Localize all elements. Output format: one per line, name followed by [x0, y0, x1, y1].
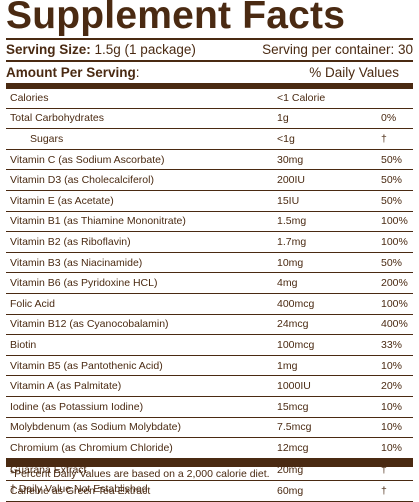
nutrient-name: Chromium (as Chromium Chloride)	[6, 437, 273, 461]
nutrient-daily-value: 10%	[377, 417, 413, 439]
nutrient-amount: 4mg	[273, 272, 377, 294]
nutrient-daily-value: 50%	[377, 190, 413, 212]
nutrient-amount: 30mg	[273, 149, 377, 171]
nutrient-amount: 7.5mcg	[273, 417, 377, 439]
amount-per-serving-label: Amount Per Serving	[6, 65, 136, 80]
nutrient-name: Vitamin B5 (as Pantothenic Acid)	[6, 355, 273, 377]
nutrient-amount: 400mcg	[273, 293, 377, 315]
nutrient-daily-value: 400%	[377, 314, 413, 336]
table-row: Vitamin B12 (as Cyanocobalamin) 24mcg 400%	[6, 314, 413, 336]
page-title: Supplement Facts	[6, 0, 346, 37]
nutrient-name: Vitamin B6 (as Pyridoxine HCL)	[6, 272, 273, 294]
serving-row: Serving Size: 1.5g (1 package) Serving p…	[6, 42, 413, 57]
amount-per-serving-row: Amount Per Serving: % Daily Values	[6, 65, 413, 80]
table-row: Vitamin D3 (as Cholecalciferol) 200IU 50%	[6, 169, 413, 191]
serving-size-value: 1.5g (1 package)	[90, 42, 196, 57]
nutrient-daily-value: 50%	[377, 169, 413, 191]
nutrient-amount: 1000IU	[273, 375, 377, 397]
table-row: Sugars <1g †	[6, 128, 413, 150]
table-row: Vitamin E (as Acetate) 15IU 50%	[6, 190, 413, 212]
nutrient-daily-value: 20%	[377, 375, 413, 397]
amount-per-serving-colon: :	[135, 65, 140, 80]
table-row: Vitamin B5 (as Pantothenic Acid) 1mg 10%	[6, 355, 413, 377]
table-row: Vitamin B2 (as Riboflavin) 1.7mg 100%	[6, 231, 413, 253]
nutrient-daily-value	[377, 88, 413, 109]
table-row: Vitamin B3 (as Niacinamide) 10mg 50%	[6, 252, 413, 274]
footnote-not-established: † Daily Value Not Established	[10, 483, 148, 495]
nutrient-name: Molybdenum (as Sodium Molybdate)	[6, 417, 273, 439]
nutrient-amount: 10mg	[273, 252, 377, 274]
nutrient-daily-value: 10%	[377, 355, 413, 377]
nutrient-daily-value: 10%	[377, 437, 413, 461]
table-row: Calories <1 Calorie	[6, 88, 413, 109]
serving-size-label: Serving Size:	[6, 42, 91, 57]
nutrient-daily-value: 10%	[377, 396, 413, 418]
table-row: Vitamin B1 (as Thiamine Mononitrate) 1.5m…	[6, 211, 413, 233]
nutrient-amount: 1.7mg	[273, 231, 377, 253]
facts-table: Calories <1 Calorie Total Carbohydrates 1g 0…	[6, 88, 413, 502]
table-row: Biotin 100mcg 33%	[6, 334, 413, 356]
nutrient-name: Vitamin C (as Sodium Ascorbate)	[6, 149, 273, 171]
divider-thick	[6, 461, 413, 467]
nutrient-amount: <1g	[273, 128, 377, 150]
nutrient-amount: 12mcg	[273, 437, 377, 461]
table-row: Chromium (as Chromium Chloride) 12mcg 10%	[6, 437, 413, 461]
nutrient-name: Sugars	[6, 128, 273, 150]
nutrient-daily-value: 0%	[377, 108, 413, 130]
nutrient-amount: 1g	[273, 108, 377, 130]
nutrient-name: Vitamin B2 (as Riboflavin)	[6, 231, 273, 253]
nutrient-name: Folic Acid	[6, 293, 273, 315]
table-row: Vitamin C (as Sodium Ascorbate) 30mg 50%	[6, 149, 413, 171]
nutrient-daily-value: 100%	[377, 211, 413, 233]
table-row: Total Carbohydrates 1g 0%	[6, 108, 413, 130]
nutrient-amount: 200IU	[273, 169, 377, 191]
nutrient-name: Vitamin E (as Acetate)	[6, 190, 273, 212]
servings-per-container: Serving per container: 30	[262, 42, 413, 57]
nutrient-amount: 1.5mg	[273, 211, 377, 233]
table-row: Folic Acid 400mcg 100%	[6, 293, 413, 315]
nutrient-amount: 24mcg	[273, 314, 377, 336]
daily-values-header: % Daily Values	[309, 65, 399, 80]
nutrient-amount: 1mg	[273, 355, 377, 377]
nutrient-name: Iodine (as Potassium Iodine)	[6, 396, 273, 418]
nutrient-daily-value: †	[377, 480, 413, 502]
table-row: Vitamin B6 (as Pyridoxine HCL) 4mg 200%	[6, 272, 413, 294]
table-row: Vitamin A (as Palmitate) 1000IU 20%	[6, 375, 413, 397]
footnote-daily-values: *Percent Daily Values are based on a 2,0…	[10, 468, 270, 480]
nutrient-name: Calories	[6, 88, 273, 109]
table-row: Molybdenum (as Sodium Molybdate) 7.5mcg 10…	[6, 417, 413, 439]
nutrient-name: Vitamin B3 (as Niacinamide)	[6, 252, 273, 274]
divider	[6, 38, 413, 40]
nutrient-amount: 100mcg	[273, 334, 377, 356]
table-row: Iodine (as Potassium Iodine) 15mcg 10%	[6, 396, 413, 418]
nutrient-name: Vitamin A (as Palmitate)	[6, 375, 273, 397]
nutrient-daily-value: 100%	[377, 293, 413, 315]
nutrient-daily-value: 50%	[377, 149, 413, 171]
nutrient-name: Vitamin B12 (as Cyanocobalamin)	[6, 314, 273, 336]
nutrient-amount: 15mcg	[273, 396, 377, 418]
nutrient-daily-value: †	[377, 128, 413, 150]
nutrient-name: Vitamin B1 (as Thiamine Mononitrate)	[6, 211, 273, 233]
nutrient-amount: 60mg	[273, 480, 377, 502]
nutrient-daily-value: 50%	[377, 252, 413, 274]
nutrient-amount: 15IU	[273, 190, 377, 212]
divider	[6, 60, 413, 62]
nutrient-name: Total Carbohydrates	[6, 108, 273, 130]
divider-thick	[6, 83, 413, 89]
nutrient-daily-value: 100%	[377, 231, 413, 253]
nutrient-name: Biotin	[6, 334, 273, 356]
nutrient-daily-value: 200%	[377, 272, 413, 294]
nutrient-amount: <1 Calorie	[273, 88, 377, 109]
nutrient-daily-value: 33%	[377, 334, 413, 356]
nutrient-name: Vitamin D3 (as Cholecalciferol)	[6, 169, 273, 191]
